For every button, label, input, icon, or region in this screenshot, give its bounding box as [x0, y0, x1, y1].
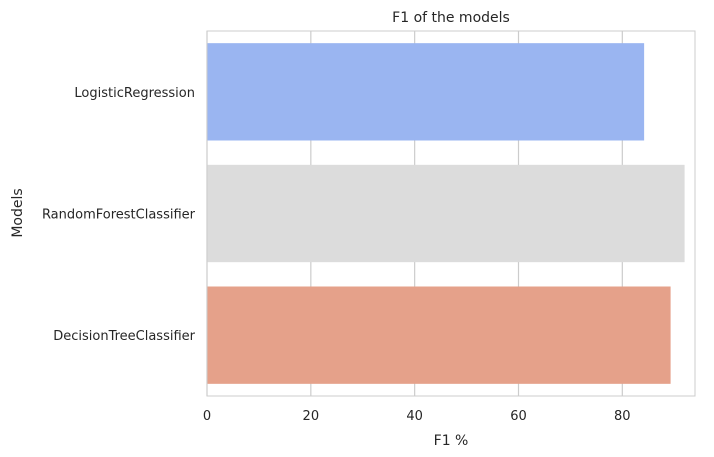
- y-tick-label: DecisionTreeClassifier: [53, 329, 195, 344]
- y-tick-labels: LogisticRegression RandomForestClassifier…: [42, 86, 196, 344]
- x-tick-label: 40: [406, 409, 423, 424]
- y-tick-label: RandomForestClassifier: [42, 208, 196, 223]
- chart-title: F1 of the models: [392, 10, 510, 26]
- x-tick-labels: 0 20 40 60 80: [203, 409, 631, 424]
- bar: [207, 43, 645, 141]
- bar: [207, 286, 671, 384]
- x-tick-label: 80: [614, 409, 631, 424]
- y-axis-label: Models: [10, 188, 26, 237]
- bars: [207, 43, 685, 384]
- bar: [207, 164, 685, 263]
- x-tick-label: 20: [303, 409, 320, 424]
- x-tick-label: 60: [510, 409, 527, 424]
- x-axis-label: F1 %: [434, 433, 469, 449]
- plot-frame: [206, 30, 696, 397]
- y-tick-label: LogisticRegression: [74, 86, 195, 101]
- x-tick-label: 0: [203, 409, 211, 424]
